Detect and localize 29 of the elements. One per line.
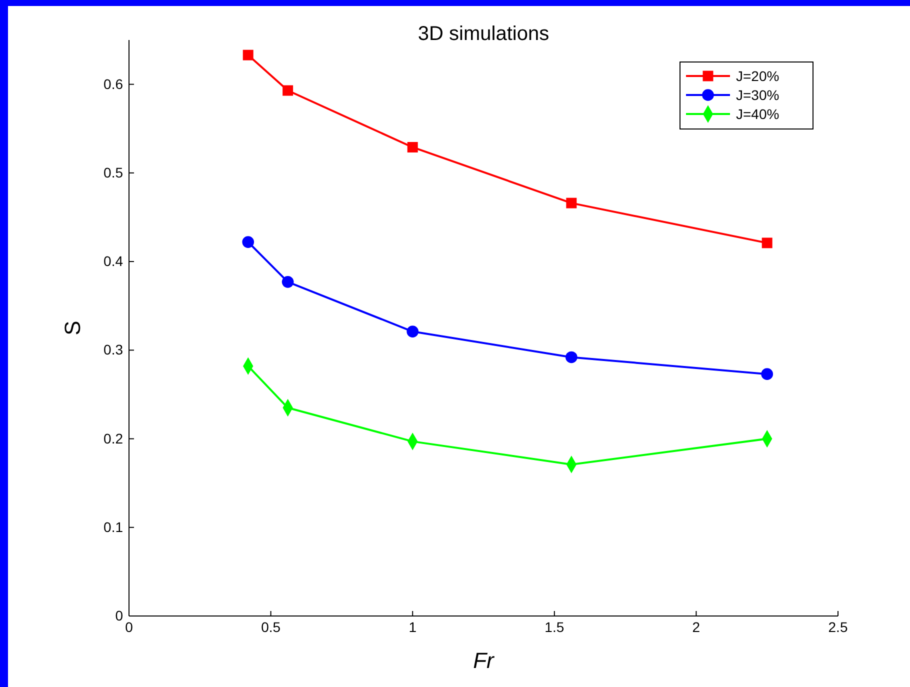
x-tick-label: 2 — [692, 618, 700, 635]
y-tick-label: 0.6 — [104, 76, 124, 92]
x-tick-label: 0.5 — [261, 618, 281, 635]
x-tick-label: 2.5 — [828, 618, 848, 635]
x-axis-title: Fr — [473, 648, 496, 673]
point — [761, 368, 774, 380]
legend-label: J=30% — [736, 87, 780, 103]
x-tick-label: 0 — [125, 618, 134, 635]
point — [407, 142, 418, 152]
y-tick-label: 0.1 — [104, 518, 124, 535]
x-tick-label: 1.5 — [544, 618, 564, 635]
point — [566, 351, 578, 364]
point — [282, 85, 294, 96]
point — [406, 326, 419, 338]
y-tick-label: 0 — [115, 607, 124, 624]
point — [282, 276, 294, 288]
point — [762, 238, 772, 248]
y-tick-label: 0.3 — [104, 342, 124, 358]
x-tick-label: 1 — [408, 618, 417, 635]
y-tick-label: 0.5 — [104, 164, 124, 180]
point — [242, 236, 254, 248]
point — [566, 198, 577, 208]
point — [242, 50, 254, 60]
chart-title: 3D simulations — [418, 23, 550, 45]
legend-label: J=20% — [736, 68, 780, 84]
y-tick-label: 0.4 — [104, 253, 124, 270]
legend-label: J=40% — [736, 106, 780, 122]
y-axis-title: S — [60, 320, 85, 336]
y-tick-label: 0.2 — [104, 430, 124, 446]
